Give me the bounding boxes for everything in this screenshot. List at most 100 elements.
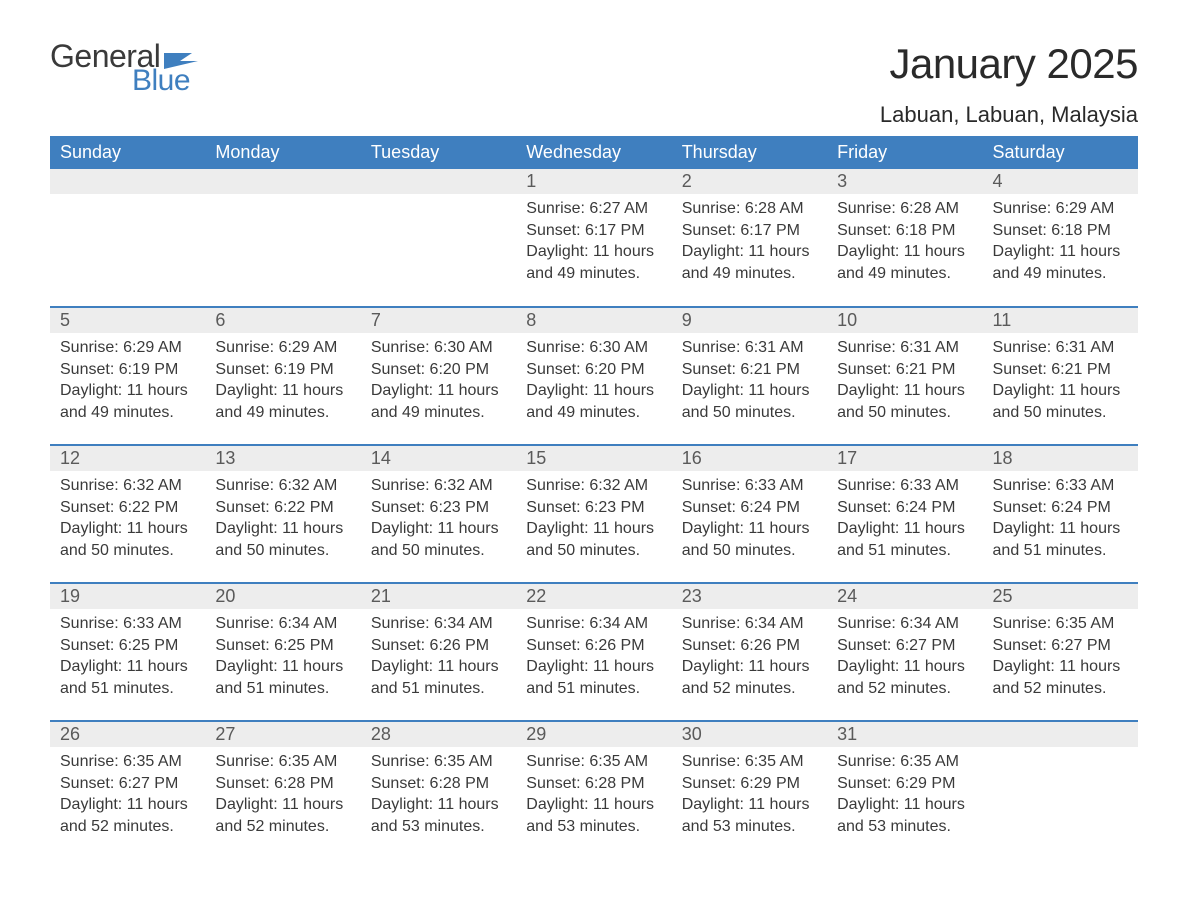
calendar-body: 1Sunrise: 6:27 AMSunset: 6:17 PMDaylight… [50, 169, 1138, 859]
day-number: 19 [50, 584, 205, 609]
daylight-text: Daylight: 11 hours and 52 minutes. [837, 656, 972, 699]
sunset-text: Sunset: 6:24 PM [837, 497, 972, 519]
day-number: 28 [361, 722, 516, 747]
calendar-day-cell: 29Sunrise: 6:35 AMSunset: 6:28 PMDayligh… [516, 721, 671, 859]
sunrise-text: Sunrise: 6:34 AM [837, 613, 972, 635]
day-details: Sunrise: 6:32 AMSunset: 6:22 PMDaylight:… [205, 471, 360, 567]
day-number: 16 [672, 446, 827, 471]
sunset-text: Sunset: 6:25 PM [215, 635, 350, 657]
daylight-text: Daylight: 11 hours and 51 minutes. [215, 656, 350, 699]
day-details: Sunrise: 6:32 AMSunset: 6:22 PMDaylight:… [50, 471, 205, 567]
day-details: Sunrise: 6:31 AMSunset: 6:21 PMDaylight:… [672, 333, 827, 429]
calendar-day-cell: 2Sunrise: 6:28 AMSunset: 6:17 PMDaylight… [672, 169, 827, 307]
daylight-text: Daylight: 11 hours and 53 minutes. [371, 794, 506, 837]
sunset-text: Sunset: 6:29 PM [837, 773, 972, 795]
calendar-day-cell [205, 169, 360, 307]
calendar-day-cell: 10Sunrise: 6:31 AMSunset: 6:21 PMDayligh… [827, 307, 982, 445]
daylight-text: Daylight: 11 hours and 49 minutes. [526, 380, 661, 423]
calendar-day-cell: 20Sunrise: 6:34 AMSunset: 6:25 PMDayligh… [205, 583, 360, 721]
calendar-page: General Blue January 2025 Labuan, Labuan… [0, 0, 1188, 899]
day-details: Sunrise: 6:33 AMSunset: 6:25 PMDaylight:… [50, 609, 205, 705]
calendar-day-cell: 11Sunrise: 6:31 AMSunset: 6:21 PMDayligh… [983, 307, 1138, 445]
day-number: 26 [50, 722, 205, 747]
sunrise-text: Sunrise: 6:33 AM [60, 613, 195, 635]
brand-logo: General Blue [50, 40, 198, 96]
day-number: 3 [827, 169, 982, 194]
sunset-text: Sunset: 6:21 PM [837, 359, 972, 381]
calendar-header-row: Sunday Monday Tuesday Wednesday Thursday… [50, 136, 1138, 169]
day-details: Sunrise: 6:31 AMSunset: 6:21 PMDaylight:… [827, 333, 982, 429]
sunrise-text: Sunrise: 6:35 AM [60, 751, 195, 773]
day-number [205, 169, 360, 194]
sunrise-text: Sunrise: 6:31 AM [837, 337, 972, 359]
day-number [983, 722, 1138, 747]
weekday-header: Sunday [50, 136, 205, 169]
day-details [50, 194, 205, 204]
sunset-text: Sunset: 6:24 PM [993, 497, 1128, 519]
daylight-text: Daylight: 11 hours and 49 minutes. [993, 241, 1128, 284]
day-details: Sunrise: 6:29 AMSunset: 6:19 PMDaylight:… [50, 333, 205, 429]
day-number: 7 [361, 308, 516, 333]
calendar-day-cell: 25Sunrise: 6:35 AMSunset: 6:27 PMDayligh… [983, 583, 1138, 721]
calendar-day-cell: 4Sunrise: 6:29 AMSunset: 6:18 PMDaylight… [983, 169, 1138, 307]
daylight-text: Daylight: 11 hours and 51 minutes. [371, 656, 506, 699]
sunrise-text: Sunrise: 6:29 AM [215, 337, 350, 359]
sunset-text: Sunset: 6:27 PM [60, 773, 195, 795]
sunrise-text: Sunrise: 6:30 AM [526, 337, 661, 359]
day-number: 9 [672, 308, 827, 333]
calendar-day-cell: 24Sunrise: 6:34 AMSunset: 6:27 PMDayligh… [827, 583, 982, 721]
day-details: Sunrise: 6:35 AMSunset: 6:29 PMDaylight:… [672, 747, 827, 843]
daylight-text: Daylight: 11 hours and 49 minutes. [837, 241, 972, 284]
calendar-day-cell: 17Sunrise: 6:33 AMSunset: 6:24 PMDayligh… [827, 445, 982, 583]
sunrise-text: Sunrise: 6:27 AM [526, 198, 661, 220]
sunrise-text: Sunrise: 6:35 AM [993, 613, 1128, 635]
sunrise-text: Sunrise: 6:35 AM [371, 751, 506, 773]
day-details: Sunrise: 6:33 AMSunset: 6:24 PMDaylight:… [983, 471, 1138, 567]
day-details [983, 747, 1138, 757]
daylight-text: Daylight: 11 hours and 50 minutes. [682, 380, 817, 423]
daylight-text: Daylight: 11 hours and 50 minutes. [837, 380, 972, 423]
daylight-text: Daylight: 11 hours and 52 minutes. [215, 794, 350, 837]
sunset-text: Sunset: 6:23 PM [526, 497, 661, 519]
calendar-day-cell: 15Sunrise: 6:32 AMSunset: 6:23 PMDayligh… [516, 445, 671, 583]
day-number: 20 [205, 584, 360, 609]
calendar-day-cell: 31Sunrise: 6:35 AMSunset: 6:29 PMDayligh… [827, 721, 982, 859]
calendar-day-cell: 26Sunrise: 6:35 AMSunset: 6:27 PMDayligh… [50, 721, 205, 859]
weekday-header: Monday [205, 136, 360, 169]
day-number: 23 [672, 584, 827, 609]
day-number: 12 [50, 446, 205, 471]
sunrise-text: Sunrise: 6:35 AM [526, 751, 661, 773]
sunset-text: Sunset: 6:25 PM [60, 635, 195, 657]
sunrise-text: Sunrise: 6:29 AM [993, 198, 1128, 220]
sunset-text: Sunset: 6:26 PM [682, 635, 817, 657]
day-number [361, 169, 516, 194]
day-details: Sunrise: 6:28 AMSunset: 6:17 PMDaylight:… [672, 194, 827, 290]
day-number: 15 [516, 446, 671, 471]
daylight-text: Daylight: 11 hours and 51 minutes. [837, 518, 972, 561]
sunset-text: Sunset: 6:18 PM [837, 220, 972, 242]
day-number: 18 [983, 446, 1138, 471]
day-details: Sunrise: 6:30 AMSunset: 6:20 PMDaylight:… [516, 333, 671, 429]
calendar-day-cell: 28Sunrise: 6:35 AMSunset: 6:28 PMDayligh… [361, 721, 516, 859]
sunset-text: Sunset: 6:22 PM [60, 497, 195, 519]
daylight-text: Daylight: 11 hours and 53 minutes. [682, 794, 817, 837]
calendar-day-cell: 21Sunrise: 6:34 AMSunset: 6:26 PMDayligh… [361, 583, 516, 721]
day-details: Sunrise: 6:29 AMSunset: 6:19 PMDaylight:… [205, 333, 360, 429]
sunset-text: Sunset: 6:20 PM [371, 359, 506, 381]
day-number: 2 [672, 169, 827, 194]
calendar-day-cell: 14Sunrise: 6:32 AMSunset: 6:23 PMDayligh… [361, 445, 516, 583]
day-details: Sunrise: 6:33 AMSunset: 6:24 PMDaylight:… [827, 471, 982, 567]
daylight-text: Daylight: 11 hours and 53 minutes. [526, 794, 661, 837]
calendar-day-cell: 16Sunrise: 6:33 AMSunset: 6:24 PMDayligh… [672, 445, 827, 583]
weekday-header: Wednesday [516, 136, 671, 169]
sunrise-text: Sunrise: 6:28 AM [682, 198, 817, 220]
month-title: January 2025 [880, 40, 1138, 88]
calendar-day-cell: 3Sunrise: 6:28 AMSunset: 6:18 PMDaylight… [827, 169, 982, 307]
sunset-text: Sunset: 6:21 PM [993, 359, 1128, 381]
day-number: 13 [205, 446, 360, 471]
daylight-text: Daylight: 11 hours and 50 minutes. [60, 518, 195, 561]
sunrise-text: Sunrise: 6:29 AM [60, 337, 195, 359]
day-details: Sunrise: 6:33 AMSunset: 6:24 PMDaylight:… [672, 471, 827, 567]
daylight-text: Daylight: 11 hours and 49 minutes. [371, 380, 506, 423]
calendar-day-cell [983, 721, 1138, 859]
